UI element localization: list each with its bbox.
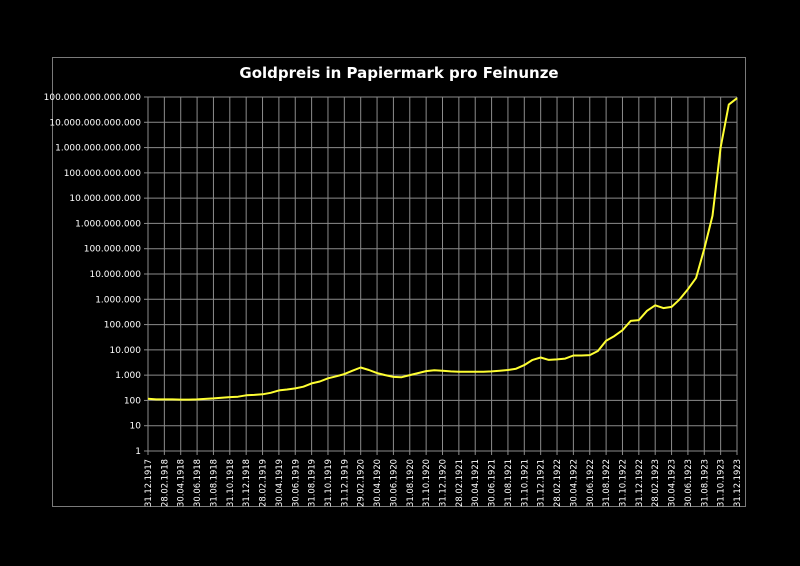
y-tick-label: 1.000.000.000.000 — [55, 144, 141, 154]
x-tick-label: 31.08.1923 — [699, 459, 709, 507]
x-tick-label: 29.02.1920 — [356, 459, 366, 507]
x-tick-label: 30.04.1922 — [568, 459, 578, 507]
y-tick-label: 100.000.000 — [84, 245, 142, 255]
x-tick-label: 31.10.1919 — [323, 459, 333, 507]
x-tick-label: 28.02.1918 — [159, 459, 169, 507]
x-tick-label: 28.02.1921 — [454, 459, 464, 507]
x-tick-label: 31.10.1922 — [617, 459, 627, 507]
y-tick-label: 1.000 — [115, 371, 141, 381]
x-tick-label: 31.10.1923 — [716, 459, 726, 507]
grid-lines — [144, 96, 738, 455]
x-tick-label: 31.08.1919 — [307, 459, 317, 507]
x-tick-label: 31.08.1922 — [601, 459, 611, 507]
y-tick-label: 1.000.000 — [95, 295, 141, 305]
x-tick-label: 31.08.1920 — [405, 459, 415, 507]
x-tick-label: 30.06.1918 — [192, 459, 202, 507]
x-tick-label: 31.08.1921 — [503, 459, 513, 507]
x-tick-label: 28.02.1919 — [258, 459, 268, 507]
x-tick-label: 30.04.1923 — [667, 459, 677, 507]
series-line-goldpreis — [147, 97, 738, 401]
x-tick-label: 31.12.1920 — [438, 459, 448, 507]
x-tick-label: 31.10.1918 — [225, 459, 235, 507]
x-tick-label: 30.04.1918 — [176, 459, 186, 507]
x-tick-label: 30.04.1919 — [274, 459, 284, 507]
x-tick-label: 30.06.1920 — [388, 459, 398, 507]
y-tick-label: 100 — [124, 396, 141, 406]
y-tick-label: 10.000 — [110, 346, 142, 356]
y-tick-label: 10.000.000.000.000 — [49, 118, 141, 128]
x-tick-label: 28.02.1923 — [650, 459, 660, 507]
x-tick-label: 30.06.1921 — [487, 459, 497, 507]
y-tick-label: 1.000.000.000 — [75, 219, 141, 229]
chart-title: Goldpreis in Papiermark pro Feinunze — [239, 64, 559, 82]
x-tick-label: 31.12.1922 — [634, 459, 644, 507]
y-tick-label: 100.000 — [104, 321, 141, 331]
x-tick-label: 30.04.1920 — [372, 459, 382, 507]
x-tick-label: 31.10.1920 — [421, 459, 431, 507]
x-tick-label: 30.04.1921 — [470, 459, 480, 507]
y-tick-label: 1 — [135, 447, 141, 457]
x-axis: 31.12.1917 28.02.1918 30.04.1918 30.06.1918… — [143, 459, 742, 507]
x-tick-label: 28.02.1922 — [552, 459, 562, 507]
x-tick-label: 31.10.1921 — [519, 459, 529, 507]
y-tick-label: 100.000.000.000 — [64, 169, 142, 179]
x-tick-label: 31.12.1919 — [339, 459, 349, 507]
x-tick-label: 31.12.1921 — [536, 459, 546, 507]
x-tick-label: 31.12.1918 — [241, 459, 251, 507]
chart-frame — [52, 57, 746, 507]
y-tick-label: 100.000.000.000.000 — [44, 93, 142, 103]
x-tick-label: 31.12.1917 — [143, 459, 153, 507]
y-tick-label: 10.000.000.000 — [69, 194, 141, 204]
y-tick-label: 10.000.000 — [89, 270, 141, 280]
y-tick-label: 10 — [130, 422, 142, 432]
x-tick-label: 30.06.1919 — [290, 459, 300, 507]
x-tick-label: 30.06.1923 — [683, 459, 693, 507]
x-tick-label: 31.12.1923 — [732, 459, 742, 507]
x-tick-label: 31.08.1918 — [208, 459, 218, 507]
x-tick-label: 30.06.1922 — [585, 459, 595, 507]
y-axis: 1 10 100 1.000 10.000 100.000 1.000.000 10.000.… — [44, 93, 142, 457]
